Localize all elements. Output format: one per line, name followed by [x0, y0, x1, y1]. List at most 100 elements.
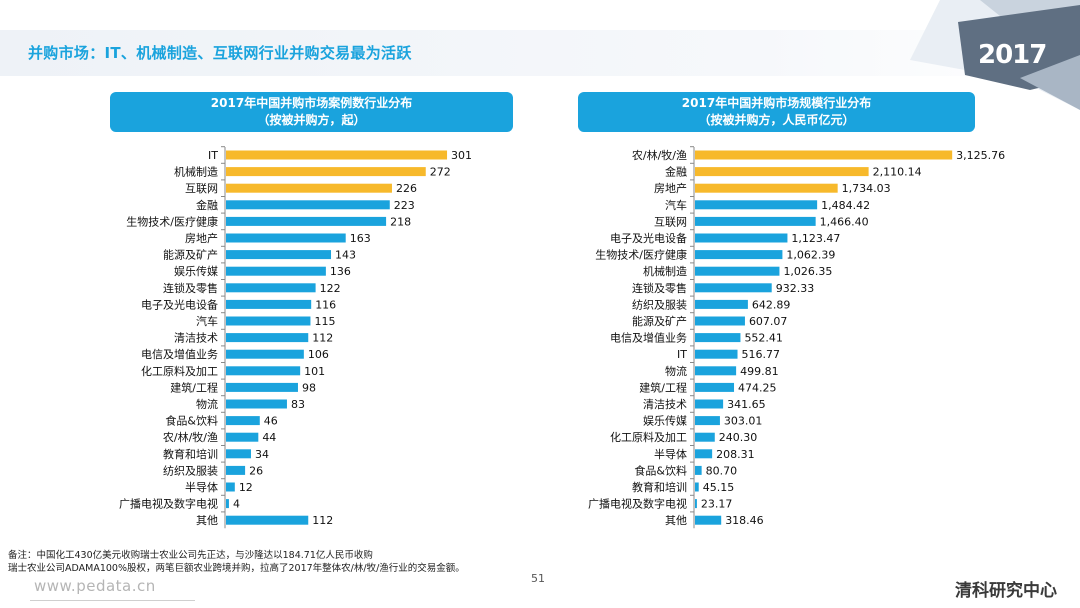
left-chart-category-label: 电子及光电设备	[141, 297, 218, 311]
left-chart-category-label: 半导体	[185, 480, 218, 494]
left-chart-value-label: 143	[335, 249, 356, 262]
footnote-line-2: 瑞士农业公司ADAMA100%股权，两笔巨额农业跨境并购，拉高了2017年整体农…	[8, 563, 465, 574]
right-chart-bar	[695, 150, 953, 160]
left-chart-value-label: 116	[315, 298, 336, 311]
left-chart-value-label: 163	[350, 232, 371, 245]
left-chart-bar	[226, 183, 392, 193]
right-chart-bar	[695, 465, 702, 475]
left-chart-bar	[226, 416, 260, 426]
left-chart-bar	[226, 250, 332, 260]
right-chart-bar	[695, 216, 816, 226]
right-chart-bar	[695, 167, 869, 177]
right-chart-category-label: 电信及增值业务	[610, 331, 687, 345]
right-chart-value-label: 552.41	[744, 332, 783, 345]
left-chart-bar	[226, 333, 309, 343]
right-chart-category-label: 农/林/牧/渔	[632, 148, 687, 162]
right-chart-bar	[695, 283, 772, 293]
right-chart-bar	[695, 266, 780, 276]
left-chart-value-label: 272	[430, 166, 451, 179]
left-chart-value-label: 46	[264, 415, 278, 428]
year-badge: 2017	[978, 40, 1047, 70]
left-chart-category-label: 教育和培训	[163, 447, 218, 461]
right-chart-value-label: 45.15	[703, 481, 735, 494]
right-chart-value-label: 3,125.76	[956, 149, 1005, 162]
right-chart-bar	[695, 399, 724, 409]
right-chart-value-label: 341.65	[727, 398, 766, 411]
right-chart-category-label: 纺织及服装	[632, 297, 687, 311]
left-chart-value-label: 98	[302, 381, 316, 394]
right-chart-bar	[695, 515, 722, 525]
left-chart-value-label: 112	[312, 332, 333, 345]
right-chart-bar	[695, 233, 788, 243]
right-chart-bar	[695, 250, 783, 260]
right-chart-bar	[695, 366, 737, 376]
footnote: 备注：中国化工430亿美元收购瑞士农业公司先正达，与沙隆达以184.71亿人民币…	[8, 549, 465, 575]
right-chart-value-label: 303.01	[724, 415, 763, 428]
left-chart-category-label: 食品&饮料	[165, 414, 218, 428]
right-chart-category-label: 互联网	[654, 215, 687, 228]
left-chart-bar	[226, 382, 298, 392]
left-chart-title-line2: （按被并购方，起）	[257, 113, 366, 127]
left-chart-bar	[226, 349, 304, 359]
left-chart-bar	[226, 299, 312, 309]
left-chart-category-label: 广播电视及数字电视	[119, 497, 218, 511]
left-chart-value-label: 223	[394, 199, 415, 212]
left-chart-bar	[226, 150, 448, 160]
left-chart-category-label: 娱乐传媒	[174, 264, 218, 278]
brand-logo: 清科研究中心	[955, 581, 1057, 601]
left-chart-bar	[226, 482, 235, 492]
left-chart-bar	[226, 432, 259, 442]
left-chart-bar	[226, 316, 311, 326]
right-chart-bar	[695, 449, 713, 459]
left-chart-category-label: 化工原料及加工	[141, 364, 218, 378]
right-chart-category-label: 汽车	[665, 198, 687, 212]
left-chart-bar	[226, 216, 387, 226]
left-chart-value-label: 101	[304, 365, 325, 378]
right-chart-bar	[695, 349, 738, 359]
left-chart-category-label: 建筑/工程	[170, 380, 218, 394]
left-chart-value-label: 26	[249, 464, 263, 477]
left-chart-category-label: 物流	[196, 397, 218, 411]
left-chart-value-label: 122	[320, 282, 341, 295]
right-chart-category-label: 机械制造	[643, 264, 687, 278]
right-chart-value-label: 499.81	[740, 365, 779, 378]
left-chart-bar	[226, 499, 229, 509]
right-chart-bar	[695, 183, 838, 193]
right-chart-category-label: 能源及矿产	[632, 314, 687, 328]
left-chart-value-label: 83	[291, 398, 305, 411]
right-chart-value-label: 208.31	[716, 448, 755, 461]
left-chart-bar	[226, 366, 301, 376]
right-chart-bar	[695, 416, 720, 426]
right-chart-value-label: 1,484.42	[821, 199, 870, 212]
right-chart-category-label: 生物技术/医疗健康	[595, 248, 687, 262]
left-chart-value-label: 301	[451, 149, 472, 162]
left-chart-category-label: 电信及增值业务	[141, 347, 218, 361]
right-chart-category-label: IT	[677, 348, 687, 361]
right-chart-category-label: 金融	[665, 165, 687, 179]
left-chart-category-label: 生物技术/医疗健康	[126, 214, 218, 228]
footnote-line-1: 备注：中国化工430亿美元收购瑞士农业公司先正达，与沙隆达以184.71亿人民币…	[8, 550, 373, 561]
right-chart-category-label: 物流	[665, 364, 687, 378]
left-chart-value-label: 218	[390, 215, 411, 228]
right-chart-value-label: 516.77	[742, 348, 781, 361]
left-chart-bar	[226, 200, 390, 210]
left-chart-category-label: 连锁及零售	[163, 281, 218, 295]
right-chart-category-label: 其他	[665, 514, 687, 527]
left-chart-bar	[226, 167, 426, 177]
website-link[interactable]: www.pedata.cn	[34, 577, 156, 595]
left-chart-bar	[226, 399, 287, 409]
right-chart-category-label: 半导体	[654, 447, 687, 461]
left-chart-value-label: 4	[233, 498, 240, 511]
left-chart-value-label: 106	[308, 348, 329, 361]
right-chart-title-line2: （按被并购方，人民币亿元）	[698, 113, 855, 127]
left-chart-category-label: 机械制造	[174, 165, 218, 179]
right-chart-value-label: 240.30	[719, 431, 758, 444]
left-chart-category-label: 农/林/牧/渔	[163, 430, 218, 444]
header-band	[0, 30, 1080, 76]
right-chart-category-label: 连锁及零售	[632, 281, 687, 295]
right-chart-category-label: 建筑/工程	[639, 380, 687, 394]
left-chart-category-label: 能源及矿产	[163, 248, 218, 262]
left-chart-title-line1: 2017年中国并购市场案例数行业分布	[210, 96, 413, 110]
left-chart-bar	[226, 515, 309, 525]
